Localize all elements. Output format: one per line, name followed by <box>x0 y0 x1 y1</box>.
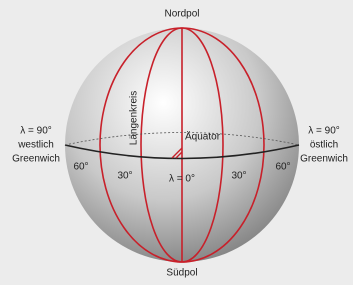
east-label: Greenwich <box>300 154 348 165</box>
page: {"labels": { "north": "Nordpol", "south"… <box>0 0 353 280</box>
west-label: Greenwich <box>12 154 60 165</box>
east-label: östlich <box>310 140 338 151</box>
west-label: λ = 90° <box>20 126 52 137</box>
degree-label: 60° <box>73 162 88 173</box>
prime-label: λ = 0° <box>169 174 195 185</box>
meridian-label: Längenkreis <box>129 91 140 145</box>
degree-label: 60° <box>275 162 290 173</box>
degree-label: 30° <box>117 171 132 182</box>
north-label: Nordpol <box>164 9 199 20</box>
west-label: westlich <box>17 140 54 151</box>
degree-label: 30° <box>231 171 246 182</box>
south-label: Südpol <box>166 268 197 279</box>
globe-diagram: Nordpol Südpol λ = 90° westlich Greenwic… <box>0 0 353 280</box>
east-label: λ = 90° <box>308 126 340 137</box>
equator-label: Äquator <box>185 131 221 143</box>
